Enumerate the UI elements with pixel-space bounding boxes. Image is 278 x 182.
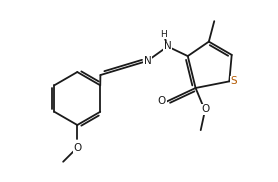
Text: S: S (231, 76, 237, 86)
Text: N: N (143, 56, 151, 66)
Text: H: H (160, 30, 167, 39)
Text: O: O (201, 104, 209, 114)
Text: O: O (158, 96, 166, 106)
Text: N: N (164, 41, 172, 52)
Text: O: O (73, 143, 81, 153)
